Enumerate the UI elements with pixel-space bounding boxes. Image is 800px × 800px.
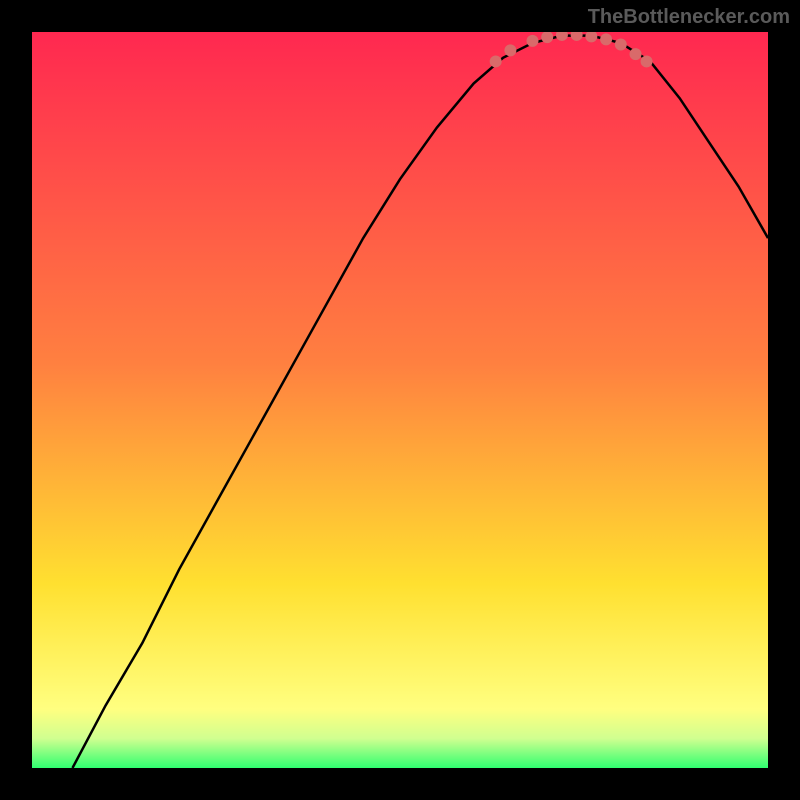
data-marker: [504, 44, 516, 56]
data-marker: [526, 35, 538, 47]
bottleneck-curve: [72, 36, 768, 768]
data-marker: [615, 39, 627, 51]
data-marker: [571, 32, 583, 41]
chart-container: TheBottlenecker.com: [0, 0, 800, 800]
data-marker: [556, 32, 568, 41]
markers-group: [490, 32, 653, 67]
plot-area: [32, 32, 768, 768]
chart-svg: [32, 32, 768, 768]
attribution-text: TheBottlenecker.com: [588, 6, 790, 29]
data-marker: [600, 33, 612, 45]
data-marker: [641, 55, 653, 67]
data-marker: [585, 32, 597, 42]
data-marker: [490, 55, 502, 67]
data-marker: [630, 48, 642, 60]
